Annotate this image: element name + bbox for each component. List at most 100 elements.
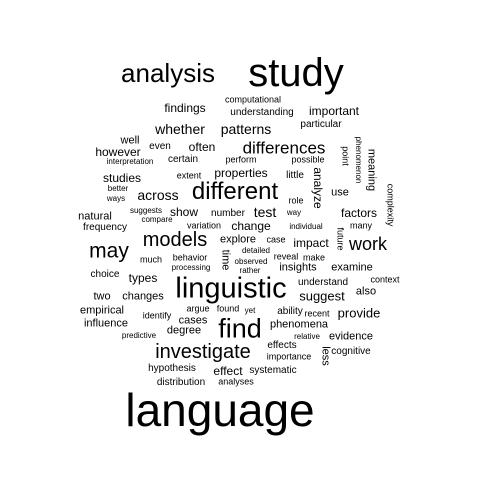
word-suggest: suggest	[299, 288, 345, 304]
word-however: however	[95, 145, 141, 159]
word-whether: whether	[155, 121, 205, 137]
word-less: less	[319, 346, 332, 366]
word-examine: examine	[331, 261, 373, 274]
word-language: language	[125, 384, 315, 436]
word-particular: particular	[300, 119, 342, 130]
word-changes: changes	[122, 290, 164, 303]
word-identify: identify	[142, 310, 172, 321]
word-context: context	[370, 274, 400, 285]
word-better: better	[107, 184, 129, 193]
word-linguistic: linguistic	[175, 272, 287, 305]
word-relative: relative	[294, 332, 320, 341]
word-behavior: behavior	[172, 252, 208, 263]
word-effects: effects	[267, 340, 297, 351]
word-systematic: systematic	[249, 365, 297, 376]
word-predictive: predictive	[121, 331, 157, 340]
word-time: time	[219, 249, 232, 271]
word-studies: studies	[102, 171, 142, 185]
word-analyses: analyses	[218, 376, 254, 387]
word-reveal: reveal	[273, 251, 299, 262]
word-work: work	[348, 234, 388, 254]
word-make: make	[302, 252, 326, 263]
word-study: study	[248, 51, 344, 95]
word-importance: importance	[266, 351, 312, 362]
word-rather: rather	[239, 266, 261, 275]
word-often: often	[188, 140, 216, 154]
word-found: found	[216, 303, 240, 314]
word-insights: insights	[279, 261, 317, 274]
word-phenomenon: phenomenon	[354, 136, 363, 184]
word-complexity: complexity	[385, 183, 396, 227]
word-analysis: analysis	[121, 58, 215, 88]
word-perform: perform	[225, 154, 257, 165]
word-distribution: distribution	[156, 377, 206, 388]
word-understanding: understanding	[230, 107, 294, 118]
word-two: two	[93, 290, 111, 303]
word-hypothesis: hypothesis	[148, 363, 196, 374]
word-well: well	[120, 134, 140, 147]
word-argue: argue	[186, 303, 210, 314]
word-yet: yet	[244, 306, 256, 315]
word-way: way	[286, 208, 302, 217]
word-interpretation: interpretation	[106, 157, 154, 166]
word-suggests: suggests	[129, 206, 163, 215]
word-choice: choice	[90, 269, 120, 280]
word-extent: extent	[176, 170, 202, 181]
word-evidence: evidence	[328, 330, 374, 343]
word-cognitive: cognitive	[331, 346, 371, 357]
word-patterns: patterns	[220, 121, 272, 137]
word-frequency: frequency	[83, 222, 127, 233]
word-even: even	[149, 141, 171, 152]
word-individual: individual	[289, 222, 323, 231]
word-detailed: detailed	[241, 246, 271, 255]
word-across: across	[137, 187, 179, 203]
word-phenomena: phenomena	[269, 318, 329, 331]
word-understand: understand	[297, 277, 349, 288]
word-cases: cases	[178, 314, 208, 327]
word-factors: factors	[340, 206, 378, 220]
word-differences: differences	[242, 138, 326, 158]
word-effect: effect	[213, 364, 243, 378]
word-little: little	[286, 170, 304, 181]
word-many: many	[349, 220, 373, 231]
word-compare: compare	[141, 215, 173, 224]
word-investigate: investigate	[155, 341, 251, 363]
word-show: show	[169, 205, 199, 219]
word-test: test	[253, 204, 277, 220]
word-recent: recent	[304, 308, 330, 319]
word-ways: ways	[106, 194, 126, 203]
word-possible: possible	[291, 154, 325, 165]
word-future: future	[335, 227, 346, 251]
word-degree: degree	[166, 324, 202, 337]
word-properties: properties	[214, 166, 268, 180]
word-models: models	[142, 229, 208, 251]
word-use: use	[331, 186, 349, 199]
word-case: case	[266, 234, 286, 245]
word-may: may	[89, 239, 129, 263]
word-ability: ability	[277, 306, 303, 317]
word-empirical: empirical	[79, 304, 125, 317]
word-types: types	[128, 271, 158, 285]
word-meaning: meaning	[365, 148, 378, 192]
word-computational: computational	[224, 94, 282, 105]
word-also: also	[355, 285, 377, 298]
word-processing: processing	[171, 263, 211, 272]
word-certain: certain	[167, 154, 199, 165]
word-number: number	[211, 208, 245, 219]
word-important: important	[308, 104, 360, 118]
word-point: point	[340, 146, 351, 166]
word-much: much	[139, 254, 163, 265]
word-impact: impact	[293, 236, 329, 250]
word-analyze: analyze	[311, 167, 325, 209]
word-provide: provide	[337, 305, 381, 321]
word-natural: natural	[78, 210, 112, 223]
word-influence: influence	[83, 317, 129, 330]
word-change: change	[231, 219, 271, 233]
word-explore: explore	[219, 233, 257, 246]
word-find: find	[218, 313, 262, 344]
word-role: role	[288, 195, 304, 206]
word-variation: variation	[186, 220, 222, 231]
word-findings: findings	[164, 101, 206, 115]
word-observed: observed	[234, 257, 268, 266]
